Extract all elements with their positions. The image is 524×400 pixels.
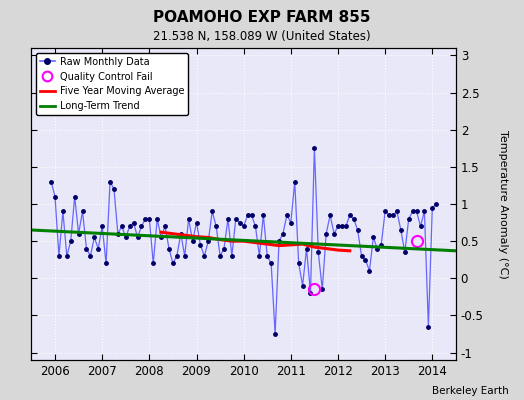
Text: POAMOHO EXP FARM 855: POAMOHO EXP FARM 855 <box>153 10 371 25</box>
Text: 21.538 N, 158.089 W (United States): 21.538 N, 158.089 W (United States) <box>153 30 371 43</box>
Y-axis label: Temperature Anomaly (°C): Temperature Anomaly (°C) <box>497 130 508 278</box>
Legend: Raw Monthly Data, Quality Control Fail, Five Year Moving Average, Long-Term Tren: Raw Monthly Data, Quality Control Fail, … <box>36 53 188 115</box>
Text: Berkeley Earth: Berkeley Earth <box>432 386 508 396</box>
